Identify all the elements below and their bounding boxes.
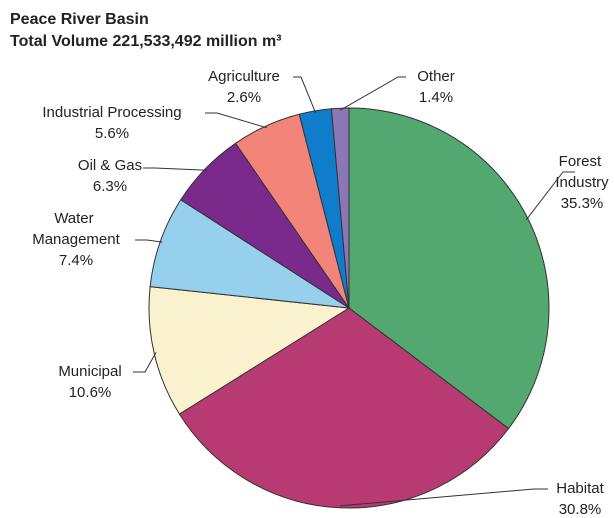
value-label: 7.4% bbox=[59, 252, 93, 269]
pie-slice bbox=[178, 307, 510, 509]
leader-line bbox=[340, 76, 406, 111]
slice-label: Other bbox=[417, 68, 455, 85]
slice-label: Industrial Processing bbox=[42, 104, 181, 121]
chart-title: Peace River Basin bbox=[10, 11, 149, 28]
value-label: 5.6% bbox=[95, 125, 129, 142]
slice-label: Habitat bbox=[556, 480, 604, 497]
slice-label: Forest Industry bbox=[555, 153, 609, 191]
leader-line bbox=[135, 239, 163, 243]
pie-slice bbox=[330, 107, 350, 309]
value-label: 10.6% bbox=[69, 384, 112, 401]
pie-slice bbox=[348, 107, 550, 430]
leader-line bbox=[525, 171, 575, 221]
slice-label: Oil & Gas bbox=[78, 157, 142, 174]
leader-line bbox=[340, 488, 548, 507]
slice-label: Agriculture bbox=[208, 68, 280, 85]
value-label: 1.4% bbox=[419, 89, 453, 106]
chart-subtitle: Total Volume 221,533,492 million m³ bbox=[10, 33, 282, 50]
leader-line bbox=[293, 76, 317, 114]
slice-label: Water Management bbox=[32, 210, 120, 248]
slice-label: Municipal bbox=[58, 363, 121, 380]
value-label: 30.8% bbox=[559, 501, 602, 518]
pie-slice bbox=[148, 286, 351, 415]
leader-line bbox=[133, 352, 157, 373]
value-label: 35.3% bbox=[561, 195, 604, 212]
value-label: 6.3% bbox=[93, 178, 127, 195]
leader-line bbox=[205, 112, 268, 129]
value-label: 2.6% bbox=[227, 89, 261, 106]
leader-line bbox=[143, 167, 207, 171]
